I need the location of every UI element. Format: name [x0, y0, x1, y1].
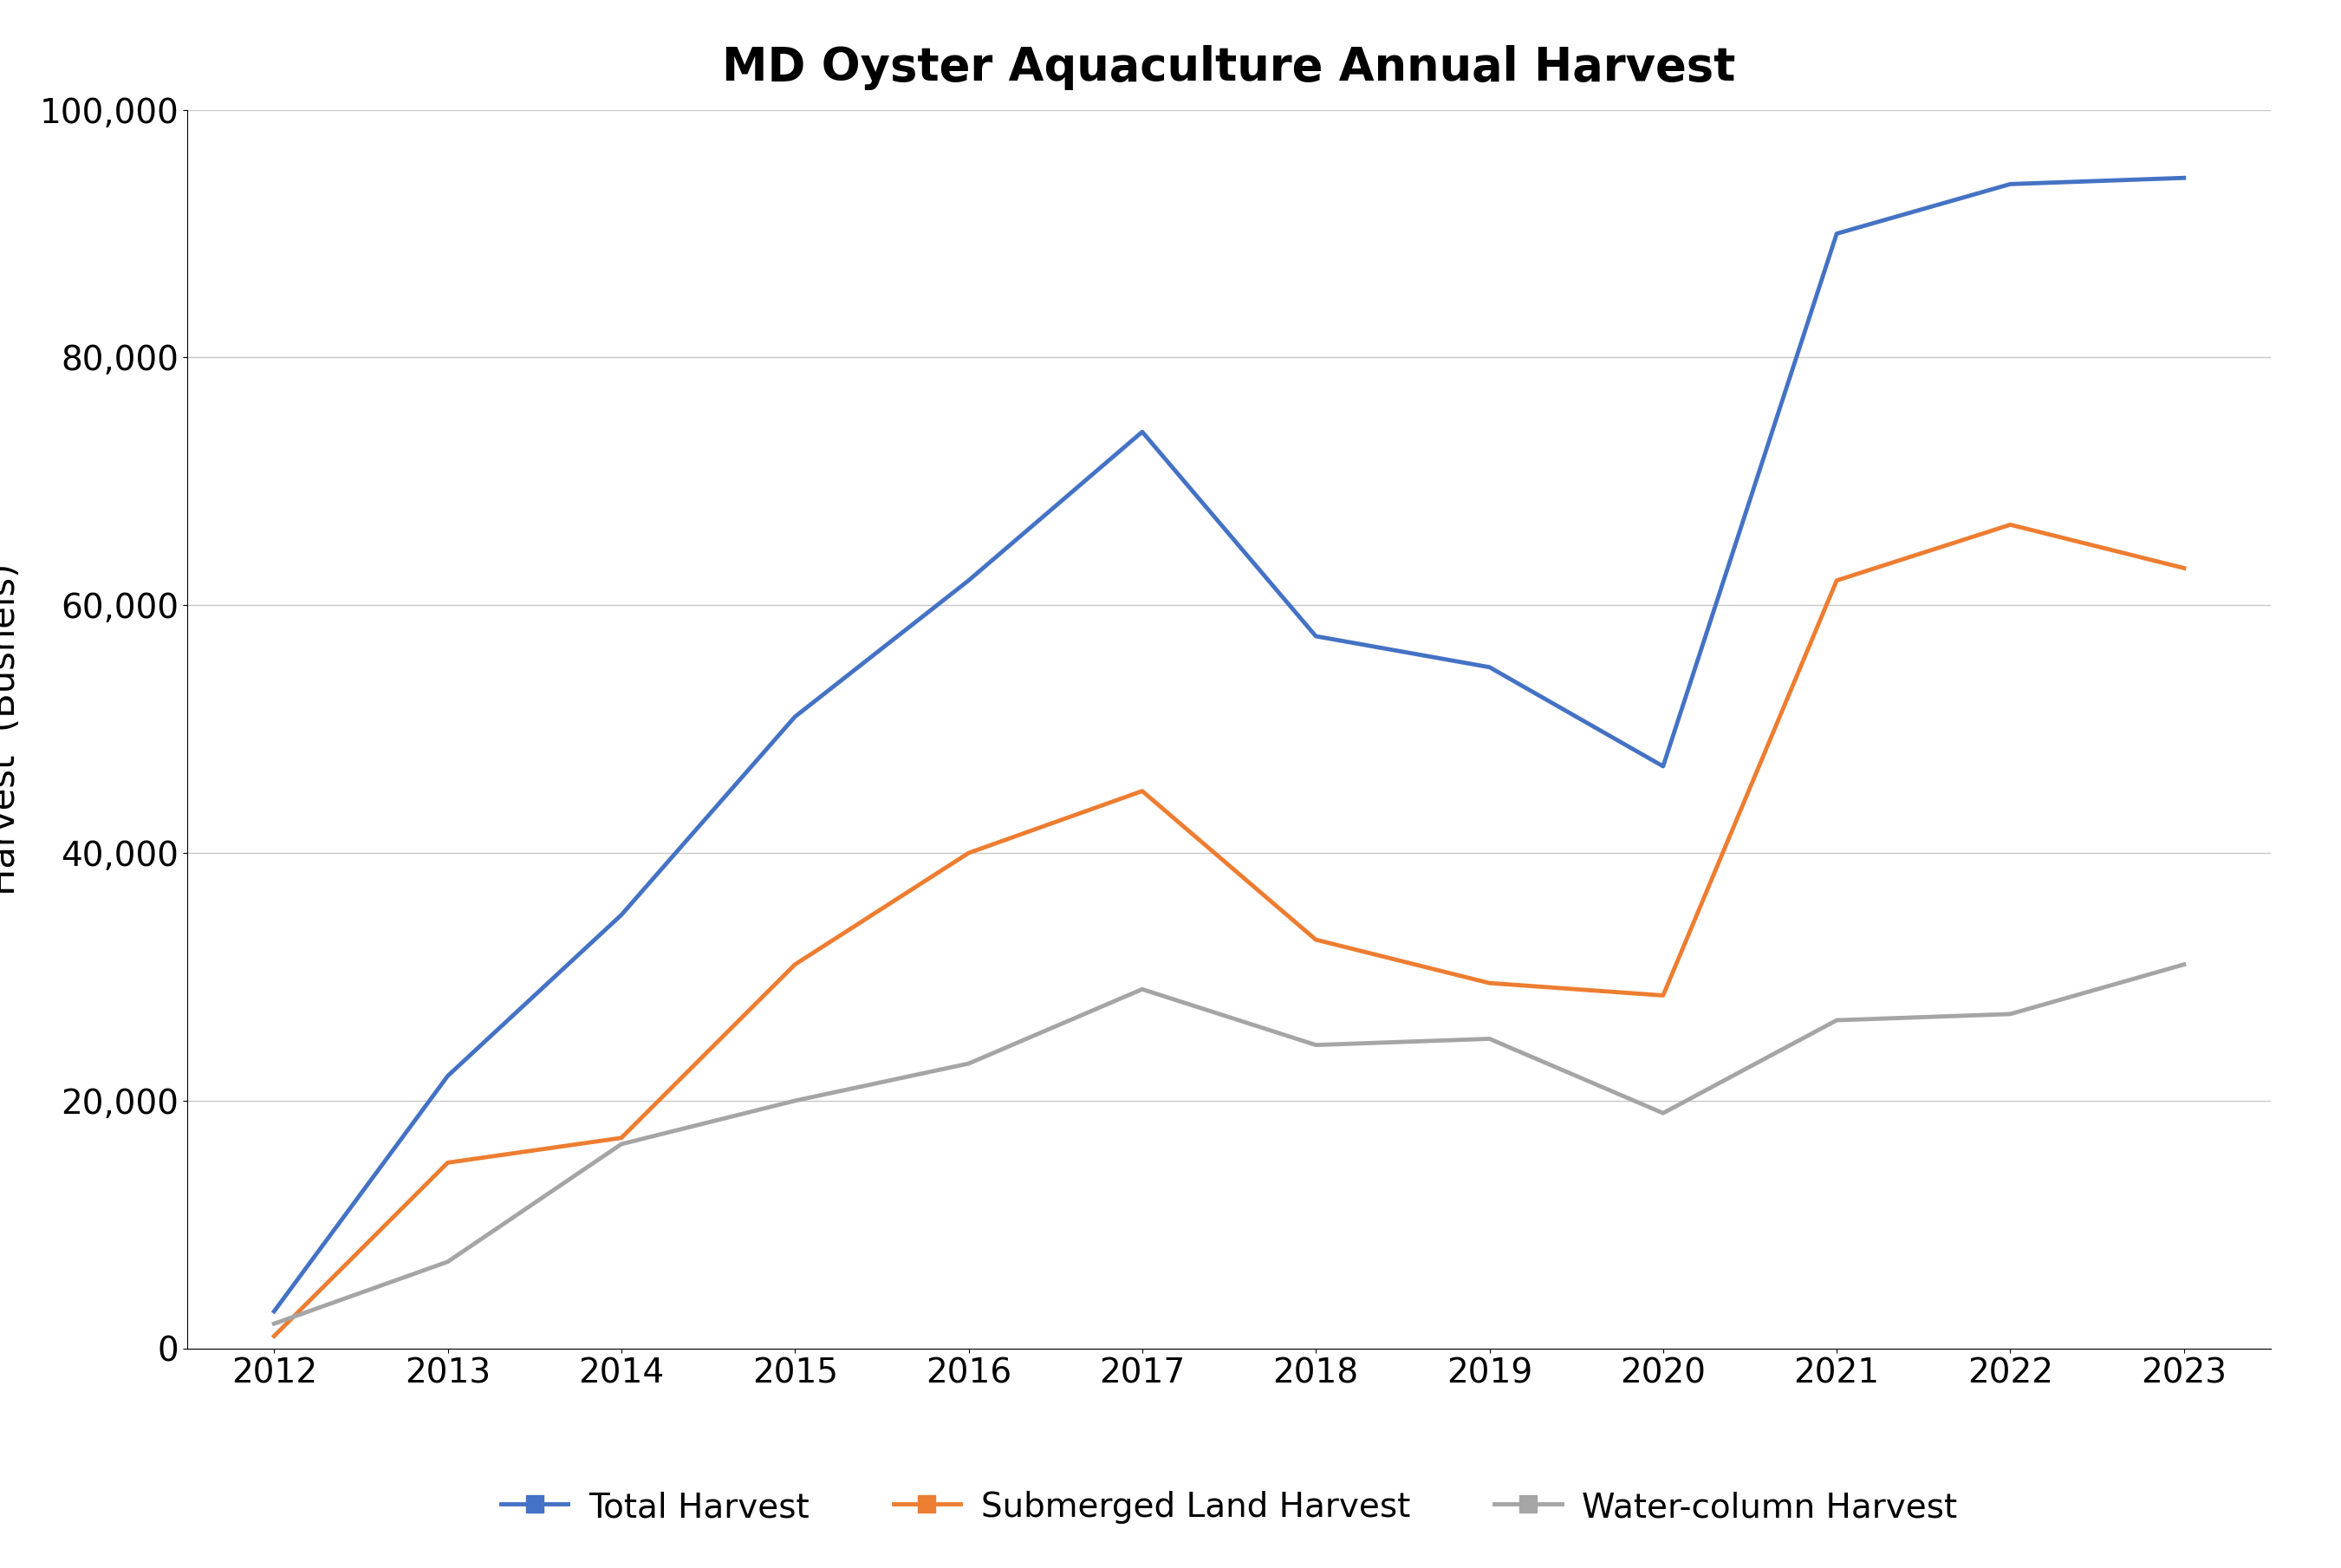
Total Harvest — [1475, 657, 1503, 676]
Total Harvest — [1302, 627, 1330, 646]
Line: Total Harvest: Total Harvest — [274, 177, 2184, 1311]
Submerged Land Harvest — [1997, 516, 2025, 535]
Submerged Land Harvest — [606, 1129, 634, 1148]
Submerged Land Harvest — [433, 1154, 461, 1173]
Total Harvest — [955, 571, 983, 590]
Total Harvest — [1128, 422, 1156, 441]
Water-column Harvest — [433, 1253, 461, 1272]
Submerged Land Harvest — [1128, 781, 1156, 800]
Submerged Land Harvest — [260, 1327, 288, 1345]
Water-column Harvest — [782, 1091, 810, 1110]
Water-column Harvest — [1302, 1035, 1330, 1054]
Submerged Land Harvest — [1824, 571, 1852, 590]
Title: MD Oyster Aquaculture Annual Harvest: MD Oyster Aquaculture Annual Harvest — [723, 45, 1735, 91]
Total Harvest — [260, 1301, 288, 1320]
Total Harvest — [433, 1066, 461, 1085]
Water-column Harvest — [1997, 1005, 2025, 1024]
Submerged Land Harvest — [1302, 930, 1330, 949]
Water-column Harvest — [2170, 955, 2198, 974]
Total Harvest — [782, 707, 810, 726]
Submerged Land Harvest — [1475, 974, 1503, 993]
Total Harvest — [2170, 168, 2198, 187]
Water-column Harvest — [1824, 1011, 1852, 1030]
Total Harvest — [606, 905, 634, 924]
Submerged Land Harvest — [782, 955, 810, 974]
Submerged Land Harvest — [1648, 986, 1676, 1005]
Water-column Harvest — [1128, 980, 1156, 999]
Water-column Harvest — [260, 1314, 288, 1333]
Submerged Land Harvest — [2170, 558, 2198, 577]
Y-axis label: Harvest  (Bushels): Harvest (Bushels) — [0, 563, 23, 895]
Total Harvest — [1824, 224, 1852, 243]
Water-column Harvest — [955, 1054, 983, 1073]
Water-column Harvest — [1648, 1104, 1676, 1123]
Legend: Total Harvest, Submerged Land Harvest, Water-column Harvest: Total Harvest, Submerged Land Harvest, W… — [487, 1477, 1971, 1537]
Submerged Land Harvest — [955, 844, 983, 862]
Water-column Harvest — [606, 1135, 634, 1154]
Total Harvest — [1648, 757, 1676, 776]
Water-column Harvest — [1475, 1029, 1503, 1047]
Total Harvest — [1997, 174, 2025, 193]
Line: Water-column Harvest: Water-column Harvest — [274, 964, 2184, 1323]
Line: Submerged Land Harvest: Submerged Land Harvest — [274, 525, 2184, 1336]
